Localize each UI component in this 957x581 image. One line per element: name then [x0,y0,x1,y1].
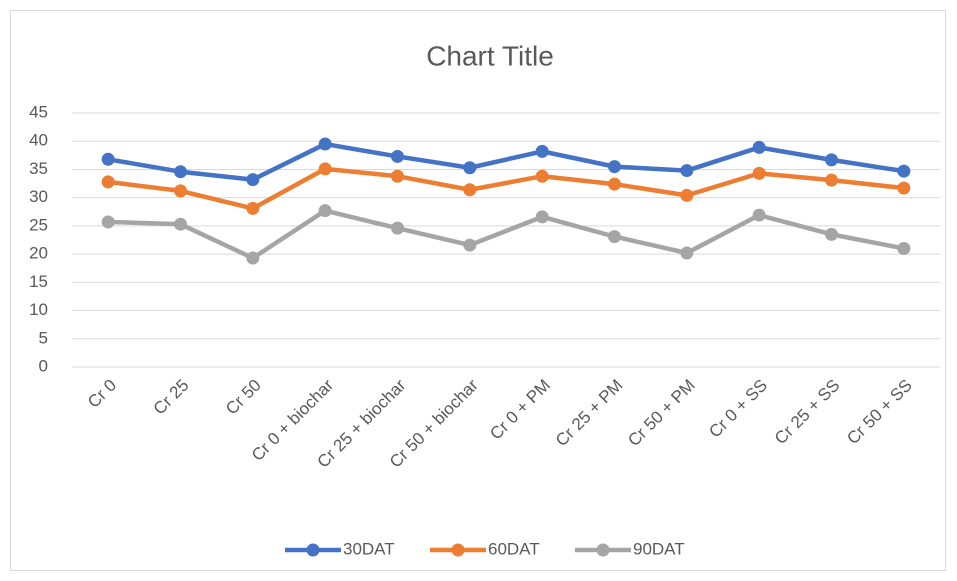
y-tick-label: 45 [29,102,48,121]
data-point [463,161,477,175]
y-tick-label: 10 [29,300,48,319]
data-point [463,183,477,197]
legend-label: 90DAT [633,539,685,558]
data-point [752,166,766,180]
data-point [101,152,115,166]
y-tick-label: 40 [29,131,48,150]
y-tick-label: 5 [39,328,48,347]
y-tick-label: 20 [29,244,48,263]
y-tick-label: 0 [39,356,48,375]
data-point [246,251,260,265]
data-point [825,227,838,241]
chart-title: Chart Title [426,40,554,71]
data-point [463,238,477,252]
y-tick-label: 15 [29,272,48,291]
legend-marker [596,543,610,557]
data-point [318,137,332,151]
data-point [174,165,187,179]
data-point [246,173,260,187]
data-point [535,169,549,183]
data-point [680,164,694,178]
data-point [752,140,766,154]
y-tick-label: 35 [29,159,48,178]
series-line [108,208,905,261]
data-point [391,221,404,235]
y-tick-label: 25 [29,215,48,234]
data-point [174,217,187,231]
data-point [897,241,911,255]
data-point [101,175,115,189]
y-tick-label: 30 [29,187,48,206]
legend-label: 30DAT [343,539,395,558]
data-point [608,230,621,244]
data-point [680,246,694,260]
data-point [535,210,549,224]
data-point [174,184,187,198]
chart-border [10,10,946,571]
data-point [391,149,404,163]
legend-label: 60DAT [488,539,540,558]
data-point [825,173,838,187]
data-point [897,164,911,178]
data-point [101,215,115,229]
data-point [680,188,694,202]
data-point [318,162,332,176]
series-line [107,166,905,211]
data-point [246,201,260,215]
data-point [752,208,766,222]
legend-marker [306,543,320,557]
data-point [608,160,621,174]
data-point [825,153,838,167]
data-point [897,181,911,195]
data-point [391,169,404,183]
data-point [608,177,621,191]
data-point [318,204,332,218]
data-point [535,144,549,158]
legend-marker [451,543,465,557]
series-line [107,141,905,182]
